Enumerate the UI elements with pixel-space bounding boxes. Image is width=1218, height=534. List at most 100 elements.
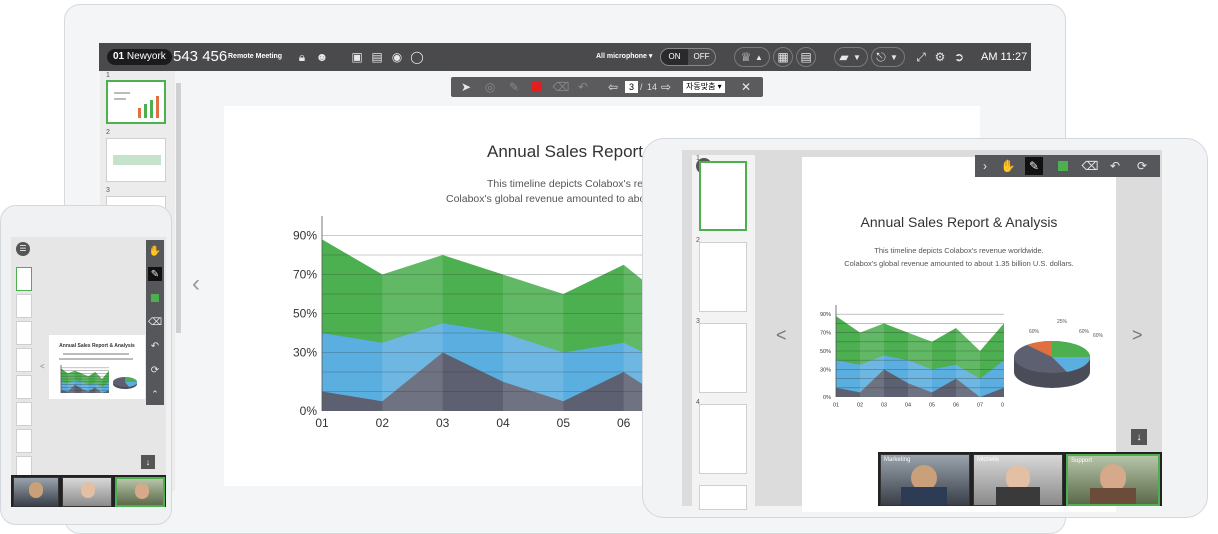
download-icon[interactable]: ↓ bbox=[1131, 429, 1147, 445]
mic-on-option[interactable]: ON bbox=[661, 49, 688, 65]
avatar bbox=[1100, 464, 1126, 492]
room-badge[interactable]: 01 Newyork bbox=[107, 49, 172, 65]
eraser-icon[interactable]: ⌫ bbox=[552, 80, 570, 94]
x-tick-label: 06 bbox=[617, 416, 631, 430]
microphone-control[interactable] bbox=[871, 47, 905, 67]
phone-slide-title: Annual Sales Report & Analysis bbox=[59, 343, 135, 349]
x-tick-label: 07 bbox=[977, 403, 983, 409]
undo-icon[interactable]: ↶ bbox=[1109, 159, 1121, 173]
laser-icon[interactable]: ◎ bbox=[484, 80, 496, 94]
video-tile[interactable]: Michelle bbox=[973, 454, 1063, 506]
page-input[interactable]: 3 bbox=[625, 81, 638, 93]
next-page-icon[interactable]: ⇨ bbox=[660, 80, 672, 94]
eraser-icon[interactable]: ⌫ bbox=[1081, 159, 1099, 173]
prev-page-icon[interactable]: ⇦ bbox=[607, 80, 619, 94]
exit-icon[interactable]: ➲ bbox=[953, 50, 965, 64]
refresh-icon[interactable]: ⟳ bbox=[150, 364, 160, 376]
undo-icon[interactable]: ↶ bbox=[577, 80, 589, 94]
host-control-group[interactable] bbox=[734, 47, 770, 67]
pen-icon[interactable]: ✎ bbox=[508, 80, 520, 94]
crown-icon[interactable]: ♕ bbox=[740, 50, 752, 64]
thumbnail-page-2[interactable] bbox=[106, 138, 166, 182]
notes-button[interactable] bbox=[796, 47, 816, 67]
pen-icon[interactable]: ✎ bbox=[148, 267, 162, 281]
mic-filter-select[interactable]: All microphone ▾ bbox=[596, 53, 653, 60]
participant-name: Marketing bbox=[884, 457, 911, 463]
close-icon[interactable]: ✕ bbox=[740, 80, 752, 94]
tablet-thumbnail-5[interactable] bbox=[699, 485, 747, 510]
phone-tool-column: ✋ ✎ ⌫ ↶ ⟳ ⌃ bbox=[146, 240, 164, 405]
record-icon[interactable]: ◯ bbox=[410, 50, 424, 64]
tablet-thumbnail-1[interactable] bbox=[699, 161, 747, 231]
download-icon[interactable]: ↓ bbox=[141, 455, 155, 469]
video-tile[interactable] bbox=[62, 477, 112, 507]
eraser-icon[interactable]: ⌫ bbox=[147, 316, 163, 328]
phone-thumbnail-3[interactable] bbox=[16, 321, 32, 345]
tablet-thumbnail-3[interactable] bbox=[699, 323, 747, 393]
pen-color-swatch[interactable] bbox=[532, 82, 542, 92]
gear-icon[interactable]: ⚙ bbox=[934, 50, 946, 64]
fit-mode-select[interactable]: 자동맞춤 ▾ bbox=[683, 81, 725, 93]
x-tick-label: 02 bbox=[857, 403, 863, 409]
camera-capture-icon[interactable]: ◉ bbox=[391, 50, 403, 64]
tablet-next-arrow[interactable]: > bbox=[1132, 325, 1143, 345]
x-tick-label: 01 bbox=[833, 403, 839, 409]
tablet-prev-arrow[interactable]: < bbox=[776, 325, 787, 345]
lock-icon[interactable]: 🔒︎ bbox=[298, 49, 306, 64]
pie-label: 60% bbox=[1093, 333, 1104, 339]
phone-thumbnail-2[interactable] bbox=[16, 294, 32, 318]
tablet-thumbnail-4[interactable] bbox=[699, 404, 747, 474]
thumbnail-scrollbar[interactable] bbox=[176, 83, 181, 333]
y-tick-label: 70% bbox=[820, 331, 831, 337]
x-tick-label: 04 bbox=[496, 416, 510, 430]
phone-thumbnail-1[interactable] bbox=[16, 267, 32, 291]
video-tile-active[interactable] bbox=[115, 477, 165, 507]
room-badge-name: Newyork bbox=[126, 51, 166, 62]
x-tick-label: 05 bbox=[929, 403, 935, 409]
pen-icon[interactable]: ✎ bbox=[1025, 157, 1043, 175]
refresh-icon[interactable]: ⟳ bbox=[1136, 159, 1148, 173]
phone-video-strip bbox=[11, 475, 166, 507]
thumbnail-page-1[interactable] bbox=[106, 80, 166, 124]
video-tile[interactable] bbox=[13, 477, 59, 507]
undo-icon[interactable]: ↶ bbox=[150, 340, 160, 352]
pen-color-swatch[interactable] bbox=[1058, 161, 1068, 171]
mic-off-option[interactable]: OFF bbox=[693, 52, 710, 61]
x-tick-label: 06 bbox=[953, 403, 959, 409]
avatar bbox=[135, 483, 149, 499]
prev-slide-arrow[interactable]: ‹ bbox=[192, 270, 200, 297]
avatar-body bbox=[1090, 488, 1136, 504]
user-lock-icon[interactable]: ☻ bbox=[315, 50, 329, 64]
video-tile[interactable]: Marketing bbox=[880, 454, 970, 506]
total-pages: 14 bbox=[647, 82, 658, 92]
video-control[interactable] bbox=[834, 47, 868, 67]
tablet-thumbnail-2[interactable] bbox=[699, 242, 747, 312]
screen-share-icon[interactable]: ▣ bbox=[351, 50, 363, 64]
y-tick-label: 0% bbox=[823, 395, 831, 401]
phone-thumbnail-7[interactable] bbox=[16, 429, 32, 453]
fullscreen-icon[interactable]: ⤢ bbox=[916, 49, 926, 64]
slide-desc-line1: This timeline depicts Colabox's reve bbox=[487, 178, 655, 190]
phone-prev-arrow[interactable]: < bbox=[40, 362, 45, 371]
phone-thumbnail-4[interactable] bbox=[16, 348, 32, 372]
avatar-body bbox=[996, 487, 1040, 505]
chevron-right-icon[interactable]: › bbox=[983, 159, 987, 173]
phone-pie-chart bbox=[113, 377, 138, 389]
chevron-up-icon[interactable]: ▲ bbox=[755, 52, 763, 62]
layout-button[interactable] bbox=[773, 47, 793, 67]
video-tile-active[interactable]: Support bbox=[1066, 454, 1160, 506]
hand-icon[interactable]: ✋ bbox=[148, 245, 162, 257]
pie-label: 25% bbox=[1057, 319, 1068, 325]
mic-toggle[interactable]: ON OFF bbox=[660, 48, 716, 66]
thumb-page-number: 1 bbox=[106, 72, 110, 79]
phone-thumbnail-5[interactable] bbox=[16, 375, 32, 399]
chevron-up-icon[interactable]: ⌃ bbox=[151, 388, 159, 399]
x-tick-label: 02 bbox=[376, 416, 390, 430]
pen-color-swatch[interactable] bbox=[151, 294, 159, 302]
menu-icon[interactable]: ☰ bbox=[16, 242, 30, 256]
phone-slide-desc bbox=[63, 353, 129, 355]
hand-icon[interactable]: ✋ bbox=[1000, 159, 1016, 173]
phone-thumbnail-6[interactable] bbox=[16, 402, 32, 426]
pointer-icon[interactable]: ➤ bbox=[460, 80, 472, 94]
document-icon[interactable]: ▤ bbox=[371, 50, 383, 64]
